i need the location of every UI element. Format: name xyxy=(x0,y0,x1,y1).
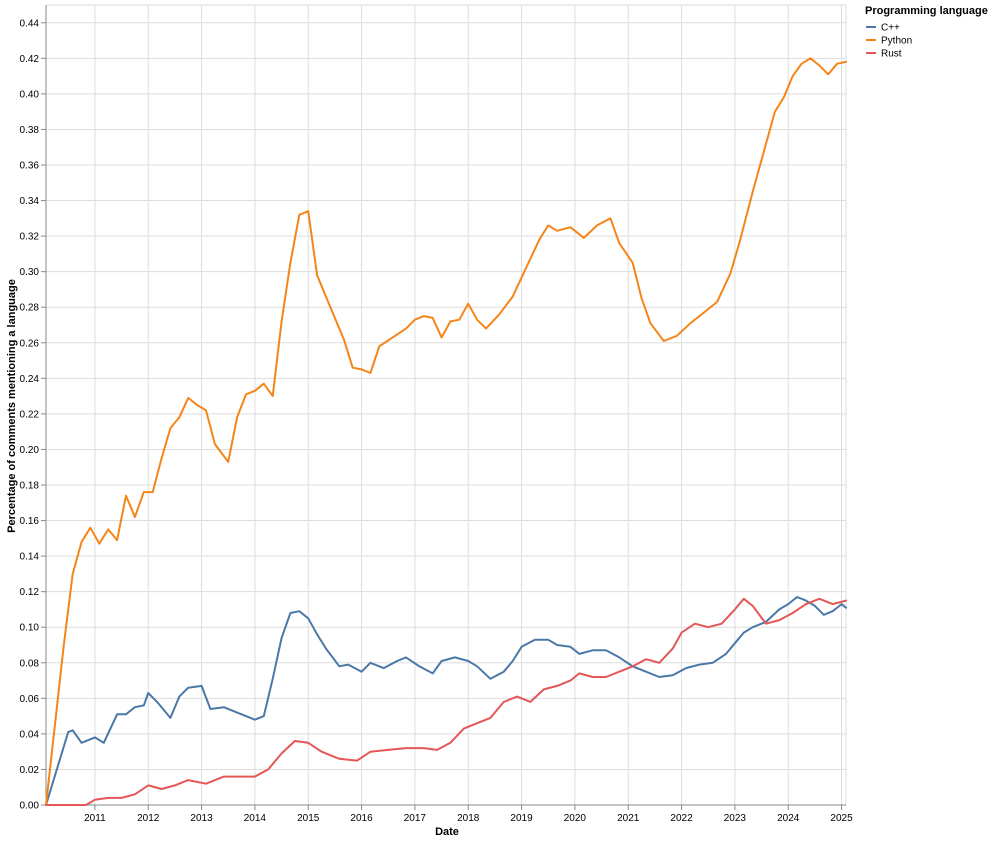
x-tick-label: 2011 xyxy=(84,813,106,824)
x-tick-label: 2024 xyxy=(777,813,800,824)
legend-label: C++ xyxy=(881,23,900,34)
x-axis-title: Date xyxy=(435,826,459,838)
y-tick-label: 0.38 xyxy=(20,125,40,136)
legend-items: C++ Python Rust xyxy=(866,23,912,60)
y-tick-label: 0.44 xyxy=(20,18,40,29)
legend-title: Programming language xyxy=(865,5,988,17)
y-tick-label: 0.34 xyxy=(20,196,40,207)
axes: Date Percentage of comments mentioning a… xyxy=(6,5,853,838)
series-line-python xyxy=(45,57,847,806)
y-axis-title: Percentage of comments mentioning a lang… xyxy=(6,279,18,533)
y-tick-label: 0.28 xyxy=(20,303,40,314)
x-tick-label: 2021 xyxy=(617,813,640,824)
x-tick-label: 2013 xyxy=(190,813,213,824)
y-tick-label: 0.02 xyxy=(20,765,40,776)
x-tick-label: 2022 xyxy=(670,813,693,824)
x-tick-label: 2012 xyxy=(137,813,160,824)
legend: Programming language C++ Python Rust xyxy=(865,5,988,60)
legend-label: Rust xyxy=(881,49,902,60)
y-tick-label: 0.14 xyxy=(20,552,40,563)
y-tick-label: 0.08 xyxy=(20,658,40,669)
x-tick-label: 2023 xyxy=(724,813,747,824)
y-tick-label: 0.18 xyxy=(20,481,40,492)
x-tick-label: 2014 xyxy=(244,813,267,824)
x-tick-label: 2025 xyxy=(830,813,853,824)
y-tick-label: 0.36 xyxy=(20,161,40,172)
legend-label: Python xyxy=(881,36,912,47)
y-tick-label: 0.16 xyxy=(20,516,40,527)
series-line-rust xyxy=(45,597,847,806)
y-tick-label: 0.22 xyxy=(20,409,40,420)
y-tick-label: 0.40 xyxy=(20,89,40,100)
grid xyxy=(46,4,847,806)
y-tick-label: 0.04 xyxy=(20,729,40,740)
x-tick-label: 2018 xyxy=(457,813,480,824)
y-tick-label: 0.00 xyxy=(20,801,40,812)
y-tick-label: 0.20 xyxy=(20,445,40,456)
y-tick-label: 0.24 xyxy=(20,374,40,385)
x-tick-label: 2016 xyxy=(350,813,373,824)
y-tick-label: 0.42 xyxy=(20,54,40,65)
y-tick-label: 0.10 xyxy=(20,623,40,634)
x-tick-label: 2020 xyxy=(564,813,587,824)
x-tick-label: 2015 xyxy=(297,813,320,824)
y-tick-label: 0.06 xyxy=(20,694,40,705)
y-tick-label: 0.30 xyxy=(20,267,40,278)
series-line-cpp xyxy=(45,596,847,806)
y-tick-label: 0.32 xyxy=(20,232,40,243)
x-tick-label: 2017 xyxy=(404,813,427,824)
x-tick-label: 2019 xyxy=(510,813,533,824)
y-tick-label: 0.26 xyxy=(20,338,40,349)
series-lines xyxy=(45,57,847,806)
y-tick-label: 0.12 xyxy=(20,587,40,598)
